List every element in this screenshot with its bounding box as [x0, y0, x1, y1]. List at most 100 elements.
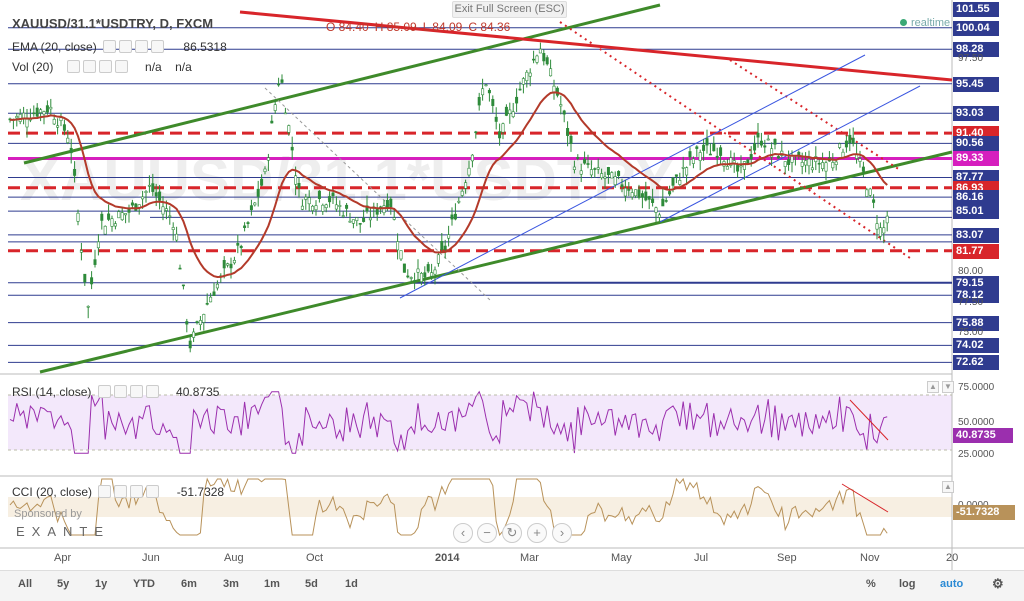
candle-body: [124, 213, 128, 216]
range-button-1y[interactable]: 1y: [95, 578, 108, 590]
exit-fullscreen-button[interactable]: Exit Full Screen (ESC): [452, 1, 567, 18]
candle-body: [351, 219, 355, 224]
gear-icon[interactable]: [113, 385, 127, 398]
time-axis-label: Nov: [860, 552, 880, 564]
reset-icon[interactable]: ↻: [502, 523, 522, 543]
candle-body: [756, 132, 760, 138]
candle-body: [181, 284, 185, 287]
log-toggle[interactable]: log: [899, 578, 916, 590]
candle-body: [776, 156, 780, 159]
candle-body: [569, 135, 573, 144]
candle-body: [15, 116, 19, 119]
close-icon[interactable]: [129, 385, 143, 398]
percent-toggle[interactable]: %: [866, 578, 876, 590]
range-button-1m[interactable]: 1m: [264, 578, 280, 590]
candle-body: [266, 157, 270, 161]
candle-body: [603, 176, 607, 179]
candle-body: [538, 48, 542, 54]
auto-toggle[interactable]: auto: [940, 578, 964, 590]
range-button-1d[interactable]: 1d: [345, 578, 358, 590]
more-icon[interactable]: [146, 485, 160, 498]
price-tag: 98.28: [953, 42, 999, 58]
range-button-5d[interactable]: 5d: [305, 578, 318, 590]
candle-body: [192, 331, 196, 338]
price-axis-tick: 75.00: [958, 327, 984, 339]
candle-body: [518, 88, 522, 91]
gear-icon[interactable]: [82, 60, 96, 73]
gear-icon[interactable]: [119, 40, 133, 53]
time-axis-label: 2014: [435, 552, 460, 564]
candle-body: [83, 273, 87, 283]
price-tag: 86.16: [953, 190, 999, 206]
range-button-all[interactable]: All: [18, 578, 33, 590]
eye-icon[interactable]: [98, 485, 112, 498]
candle-body: [164, 208, 168, 211]
scroll-left-icon[interactable]: ‹: [453, 523, 473, 543]
candle-body: [86, 305, 90, 308]
close-icon[interactable]: [130, 485, 144, 498]
time-axis-label: Apr: [54, 552, 72, 564]
close-icon[interactable]: [135, 40, 149, 53]
candle-body: [875, 223, 879, 230]
candle-body: [107, 213, 111, 220]
more-icon[interactable]: [151, 40, 165, 53]
candle-body: [671, 177, 675, 186]
more-icon[interactable]: [145, 385, 159, 398]
eye-icon[interactable]: [103, 40, 117, 53]
candle-body: [297, 182, 301, 188]
range-button-ytd[interactable]: YTD: [133, 578, 155, 590]
price-tag: 90.56: [953, 136, 999, 152]
candle-body: [593, 168, 597, 170]
price-tag: 85.01: [953, 204, 999, 220]
pane-down-icon[interactable]: ▼: [942, 381, 954, 393]
candle-body: [49, 106, 53, 110]
channel-line: [659, 85, 921, 223]
sponsor-logo[interactable]: EXANTE: [16, 524, 111, 539]
zoom-out-icon[interactable]: −: [477, 523, 497, 543]
candle-body: [770, 148, 774, 158]
candle-body: [158, 191, 162, 201]
candle-body: [188, 340, 192, 349]
gear-icon[interactable]: ⚙: [992, 576, 1004, 591]
candle-body: [249, 205, 253, 211]
candle-body: [654, 207, 658, 213]
candle-body: [868, 188, 872, 196]
candle-body: [100, 213, 104, 221]
candle-body: [205, 303, 209, 305]
range-button-5y[interactable]: 5y: [57, 578, 70, 590]
candle-body: [42, 111, 46, 115]
candle-body: [273, 104, 277, 111]
time-axis-label: Jun: [142, 552, 160, 564]
candle-body: [817, 162, 821, 165]
price-tag: 101.55: [953, 2, 999, 18]
pane-up-icon[interactable]: ▲: [927, 381, 939, 393]
cci-band: [8, 497, 952, 517]
range-button-6m[interactable]: 6m: [181, 578, 197, 590]
candle-body: [331, 192, 335, 197]
candle-body: [807, 158, 811, 167]
candle-body: [583, 158, 587, 164]
candle-body: [443, 245, 447, 250]
candle-body: [368, 217, 372, 221]
candle-body: [515, 96, 519, 104]
time-axis-label: Jul: [694, 552, 709, 564]
candle-body: [851, 137, 855, 145]
candle-body: [283, 112, 287, 115]
pane-up-icon[interactable]: ▲: [942, 481, 954, 493]
candle-body: [423, 272, 427, 278]
close-icon[interactable]: [98, 60, 112, 73]
candle-body: [736, 165, 740, 172]
eye-icon[interactable]: [66, 60, 80, 73]
time-axis-label: Sep: [777, 552, 797, 564]
range-button-3m[interactable]: 3m: [223, 578, 239, 590]
gear-icon[interactable]: [114, 485, 128, 498]
more-icon[interactable]: [114, 60, 128, 73]
rsi-value-tag: 40.8735: [953, 428, 1013, 443]
scroll-right-icon[interactable]: ›: [552, 523, 572, 543]
eye-icon[interactable]: [97, 385, 111, 398]
cci-trend: [841, 483, 889, 513]
candle-body: [113, 223, 117, 227]
candle-body: [76, 212, 80, 222]
zoom-in-icon[interactable]: +: [527, 523, 547, 543]
